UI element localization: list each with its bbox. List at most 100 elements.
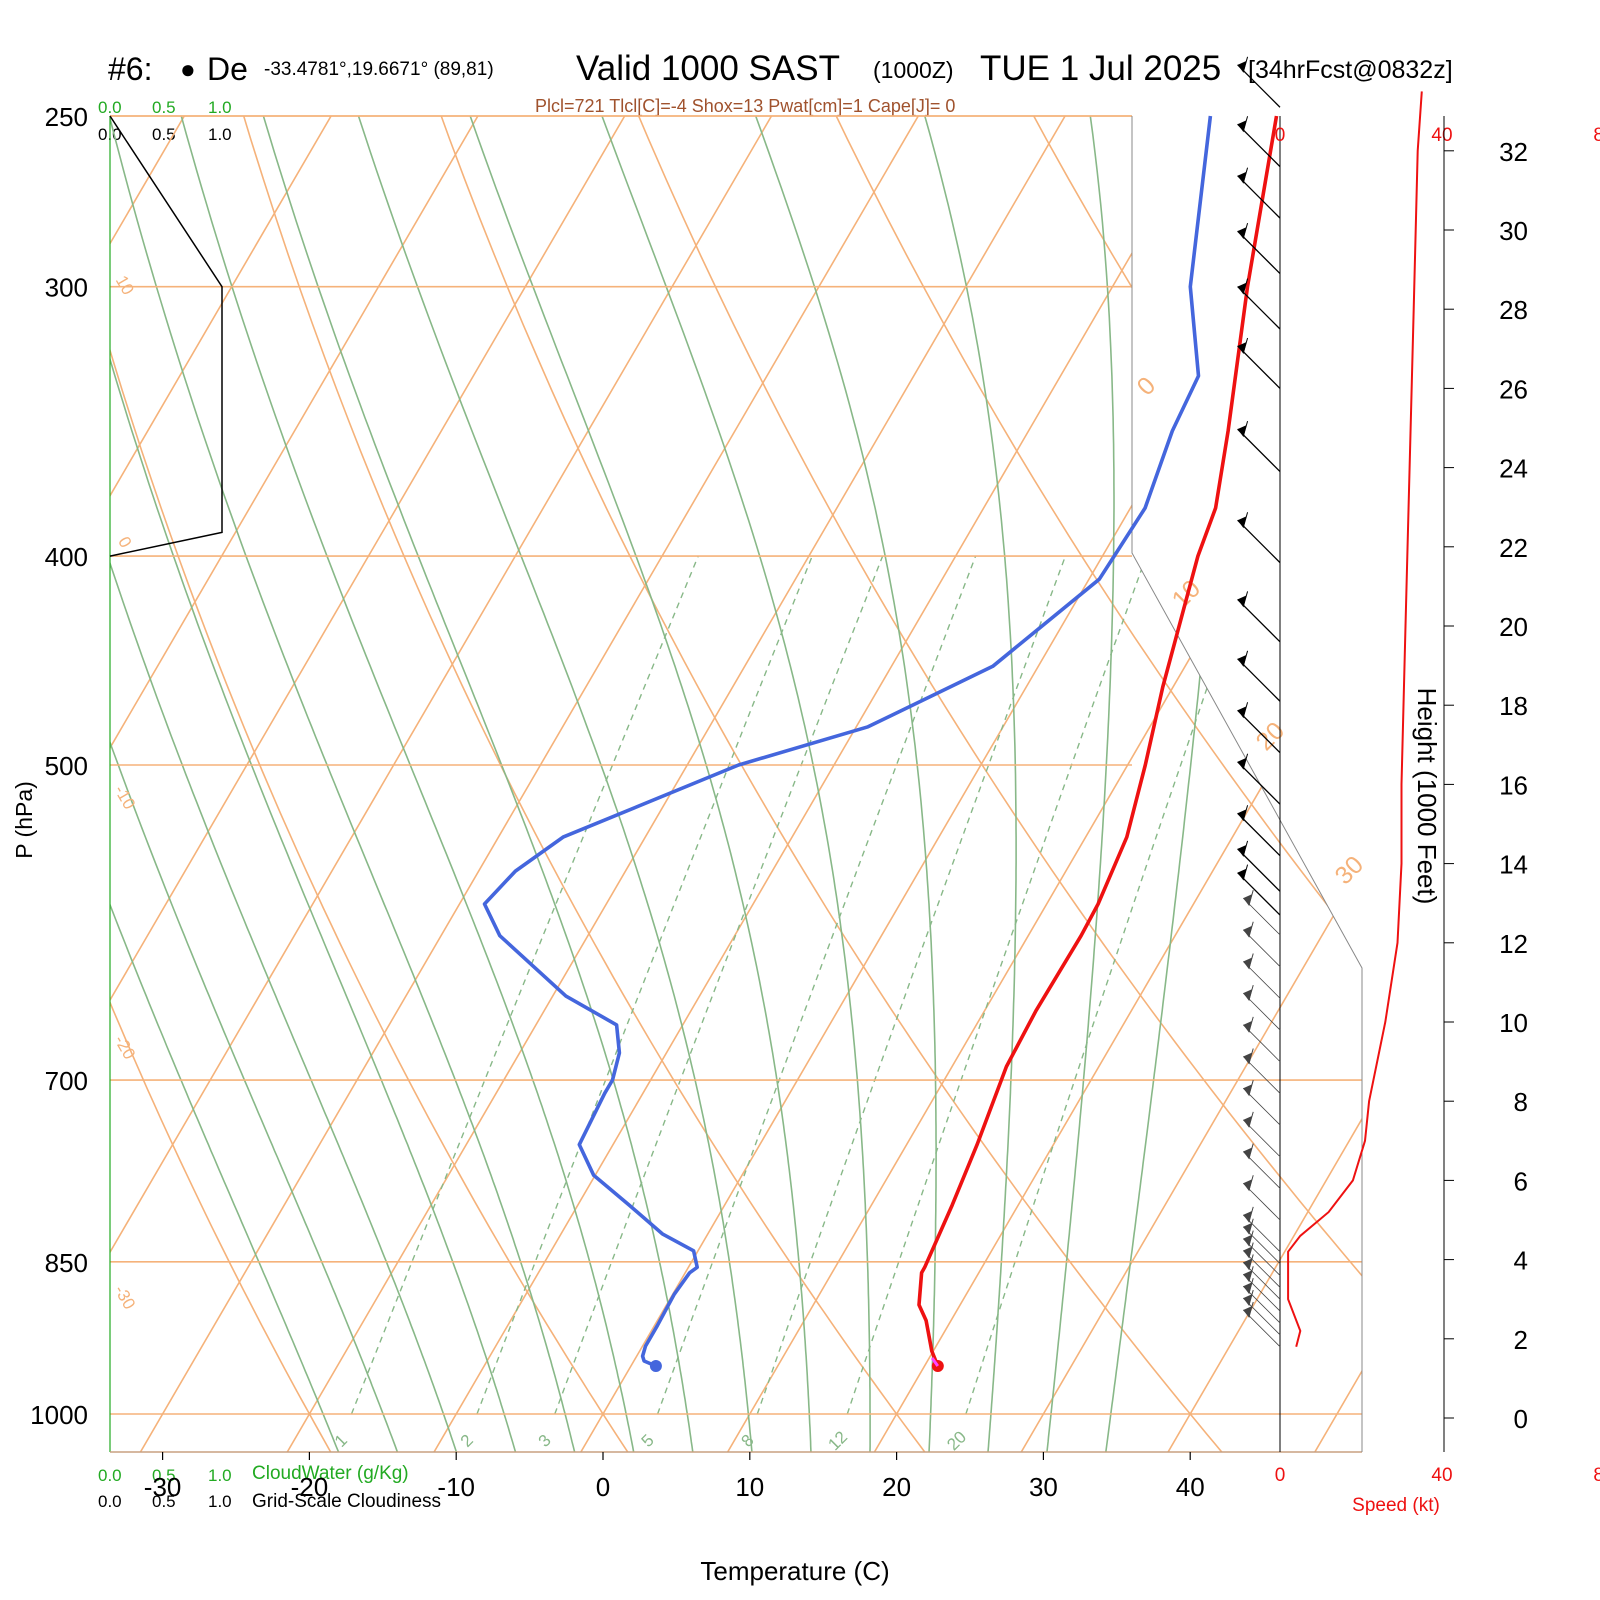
moist-adiabat [110, 116, 343, 1452]
moist-adiabat [1045, 116, 1115, 1452]
isotherm [110, 116, 307, 1452]
moist-adiabat [587, 116, 871, 1452]
isotherm [697, 116, 1362, 1452]
pressure-tick-label: 1000 [30, 1400, 88, 1430]
dry-adiabat [110, 116, 361, 1452]
cloud-scale-top-black-1: 0.5 [152, 125, 176, 144]
pressure-tick-label: 500 [45, 751, 88, 781]
moist-adiabat [251, 116, 695, 1452]
mixing-ratio-line [350, 555, 699, 1415]
mixing-ratio-label: 3 [535, 1431, 555, 1451]
wind-barb-tick [1243, 753, 1249, 768]
pressure-tick-label: 300 [45, 273, 88, 303]
dry-adiabat [185, 116, 965, 1452]
isotherm [110, 116, 1041, 1452]
dry-adiabat [556, 116, 1362, 1452]
isotherm [843, 116, 1362, 1452]
temperature-tick-label: -20 [291, 1472, 329, 1502]
height-tick-label: 0 [1514, 1404, 1528, 1434]
wind-barb-tick [1248, 1230, 1254, 1245]
height-tick-label: 18 [1499, 691, 1528, 721]
temperature-tick-label: 10 [735, 1472, 764, 1502]
speed-tick-label-bottom: 80 [1593, 1465, 1600, 1486]
moist-adiabat [110, 116, 578, 1452]
isotherm [990, 116, 1362, 1452]
cloudiness-label: Grid-Scale Cloudiness [252, 1491, 441, 1512]
dewpoint-profile-surface-marker [649, 1360, 662, 1372]
wind-barb-tick [1243, 591, 1249, 606]
dry-adiabat [741, 116, 1362, 1452]
wind-barb-tick [1248, 1080, 1254, 1095]
cloud-scale-bottom-green-1: 0.5 [152, 1466, 176, 1485]
dry-adiabat [370, 116, 1266, 1452]
moist-adiabat [1104, 116, 1236, 1452]
wind-barb-tick [1248, 1111, 1254, 1127]
isotherm [110, 116, 454, 1452]
theta-label: 10 [112, 272, 138, 298]
wind-barb-tick [1248, 1218, 1254, 1233]
wind-barb-staff [1237, 286, 1281, 330]
height-tick-label: 10 [1499, 1008, 1528, 1038]
temperature-tick-label: -10 [437, 1472, 475, 1502]
cloudiness-profile [109, 115, 223, 557]
wind-barb-tick [1248, 889, 1254, 905]
temperature-tick-label: 40 [1176, 1472, 1205, 1502]
wind-barb-tick [1248, 1254, 1254, 1269]
wind-barb-staff [1237, 175, 1281, 219]
clipped-diagram-lines [110, 116, 1362, 1452]
cloud-scale-top-black-2: 1.0 [208, 125, 232, 144]
isotherm [110, 116, 601, 1452]
moist-adiabat [912, 116, 1017, 1452]
cloud-scale-top-green-2: 1.0 [208, 98, 232, 117]
cloud-scale-bottom-black-2: 1.0 [208, 1492, 232, 1511]
moist-adiabat [110, 116, 460, 1452]
mixing-ratio-label: 2 [457, 1431, 477, 1451]
station-coords: -33.4781°,19.6671° (89,81) [264, 59, 494, 80]
wind-barb-tick [1248, 1289, 1254, 1305]
pressure-tick-label: 250 [45, 102, 88, 132]
wind-barb-staff [1237, 848, 1281, 892]
theta-label: 0 [114, 533, 135, 551]
isotherm [110, 116, 747, 1452]
temperature-tick-label: 20 [882, 1472, 911, 1502]
wind-barb-staff [1237, 345, 1281, 389]
cloud-scale-bottom-black-0: 0.0 [98, 1492, 122, 1511]
height-tick-label: 22 [1499, 533, 1528, 563]
right-frame [1131, 116, 1363, 1452]
wind-barb-tick [1243, 56, 1249, 71]
height-tick-label: 4 [1514, 1246, 1528, 1276]
height-axis-title: Height (1000 Feet) [1412, 688, 1442, 905]
wind-barb-tick [1248, 1048, 1254, 1063]
sounding-profiles [482, 115, 1279, 1372]
mixing-ratio-label: 20 [943, 1427, 970, 1454]
height-tick-label: 24 [1499, 454, 1528, 484]
wind-barb-tick [1248, 985, 1254, 1000]
mixing-ratio-label: 1 [331, 1431, 351, 1451]
wind-barb-tick [1243, 337, 1249, 353]
height-tick-label: 8 [1514, 1087, 1528, 1117]
mixing-ratio-label: 8 [738, 1431, 758, 1451]
cloud-scale-top-green-1: 0.5 [152, 98, 176, 117]
mixing-ratio-label: 5 [638, 1431, 658, 1451]
temperature-profile [917, 115, 1279, 1367]
height-tick-label: 20 [1499, 612, 1528, 642]
wind-barb-staff [1237, 64, 1281, 108]
cloudwater-label: CloudWater (g/Kg) [252, 1463, 409, 1484]
cloud-scale-top-green-0: 0.0 [98, 98, 122, 117]
wind-barb-tick [1243, 864, 1249, 879]
isotherm-label: 20 [1251, 717, 1290, 756]
y-axis-title: P (hPa) [11, 781, 37, 859]
isotherm [110, 116, 894, 1452]
valid-date: TUE 1 Jul 2025 [980, 49, 1221, 88]
wind-barb-staff [1237, 658, 1281, 702]
pressure-tick-label: 700 [45, 1066, 88, 1096]
wind-barb-tick [1248, 1301, 1254, 1317]
isotherm [1137, 116, 1362, 1452]
temperature-tick-label: -30 [144, 1472, 182, 1502]
speed-tick-label-top: 40 [1431, 125, 1452, 146]
wind-barb-tick [1243, 512, 1249, 527]
height-tick-label: 16 [1499, 770, 1528, 800]
height-tick-label: 28 [1499, 295, 1528, 325]
